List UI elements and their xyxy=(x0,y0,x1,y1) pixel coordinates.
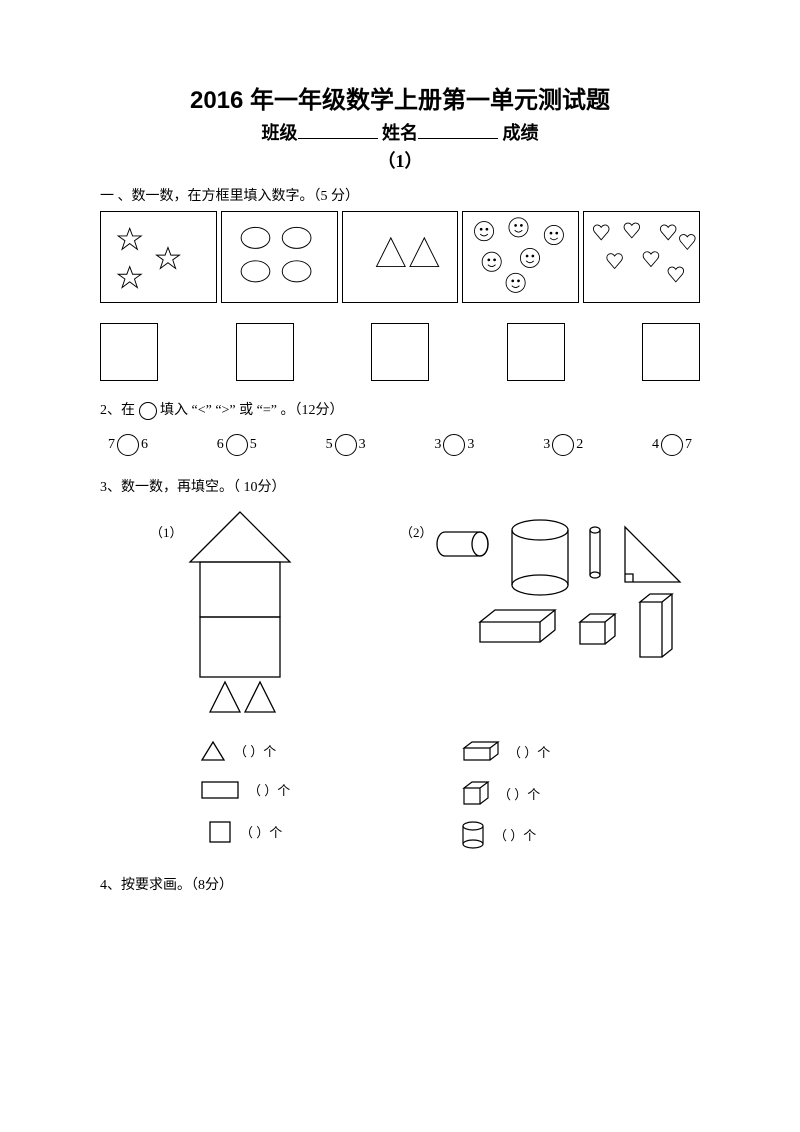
cylinder-icon xyxy=(460,820,486,850)
ans-left-2[interactable]: （ ）个 xyxy=(248,780,290,799)
answer-row xyxy=(100,323,700,381)
cmp-item: 7 6 xyxy=(108,434,148,456)
cmp-a: 7 xyxy=(108,437,115,453)
answer-box[interactable] xyxy=(507,323,565,381)
answer-box[interactable] xyxy=(100,323,158,381)
cmp-blank[interactable] xyxy=(335,434,357,456)
q2-text: 2、在 填入 “<” “>” 或 “=” 。（12分） xyxy=(100,399,700,420)
q3-area: （1） （ ）个 xyxy=(100,502,700,862)
label-class: 班级 xyxy=(262,123,298,143)
header-line: 班级 姓名 成绩 xyxy=(100,119,700,145)
cmp-item: 3 3 xyxy=(434,434,474,456)
q4-text: 4、按要求画。（8分） xyxy=(100,874,700,894)
cmp-item: 3 2 xyxy=(543,434,583,456)
ans-right-1[interactable]: （ ）个 xyxy=(508,742,550,761)
cmp-a: 4 xyxy=(652,437,659,453)
count-cell-smileys xyxy=(462,211,579,303)
cmp-b: 6 xyxy=(141,437,148,453)
count-cell-triangles xyxy=(342,211,459,303)
answer-box[interactable] xyxy=(371,323,429,381)
count-row xyxy=(100,211,700,303)
ans-right-2[interactable]: （ ）个 xyxy=(498,784,540,803)
q1-text: 一 、数一数，在方框里填入数字。（5 分） xyxy=(100,185,700,205)
ans-right-3[interactable]: （ ）个 xyxy=(494,825,536,844)
cmp-b: 7 xyxy=(685,437,692,453)
label-score: 成绩 xyxy=(503,123,539,143)
answer-box[interactable] xyxy=(642,323,700,381)
label-name: 姓名 xyxy=(382,123,418,143)
blank-class[interactable] xyxy=(298,120,378,139)
ans-left-1[interactable]: （ ）个 xyxy=(234,741,276,760)
square-icon xyxy=(208,820,232,844)
ans-left-3[interactable]: （ ）个 xyxy=(240,822,282,841)
sample-circle-icon xyxy=(139,402,157,420)
cmp-blank[interactable] xyxy=(226,434,248,456)
cmp-item: 5 3 xyxy=(326,434,366,456)
cmp-item: 4 7 xyxy=(652,434,692,456)
cmp-b: 3 xyxy=(359,437,366,453)
cmp-blank[interactable] xyxy=(443,434,465,456)
cmp-b: 5 xyxy=(250,437,257,453)
cmp-blank[interactable] xyxy=(117,434,139,456)
cuboid-icon xyxy=(460,740,500,764)
count-cell-hearts xyxy=(583,211,700,303)
cmp-a: 5 xyxy=(326,437,333,453)
cmp-a: 6 xyxy=(217,437,224,453)
cmp-a: 3 xyxy=(543,437,550,453)
q3-left-figure: （1） （ ）个 xyxy=(130,502,390,862)
cmp-a: 3 xyxy=(434,437,441,453)
cube-icon xyxy=(460,780,490,808)
q3-text: 3、数一数，再填空。（ 10分） xyxy=(100,476,700,496)
cmp-blank[interactable] xyxy=(552,434,574,456)
q3-right-figure: （2） xyxy=(400,502,700,862)
cmp-blank[interactable] xyxy=(661,434,683,456)
count-cell-ovals xyxy=(221,211,338,303)
rect-icon xyxy=(200,780,240,800)
cmp-b: 3 xyxy=(467,437,474,453)
answer-box[interactable] xyxy=(236,323,294,381)
count-cell-stars xyxy=(100,211,217,303)
triangle-icon xyxy=(200,740,226,762)
blank-name[interactable] xyxy=(418,120,498,139)
comparison-row: 7 6 6 5 5 3 3 3 3 2 4 7 xyxy=(100,434,700,456)
paper-number: （1） xyxy=(100,147,700,173)
page-title: 2016 年一年级数学上册第一单元测试题 xyxy=(100,80,700,115)
cmp-b: 2 xyxy=(576,437,583,453)
cmp-item: 6 5 xyxy=(217,434,257,456)
